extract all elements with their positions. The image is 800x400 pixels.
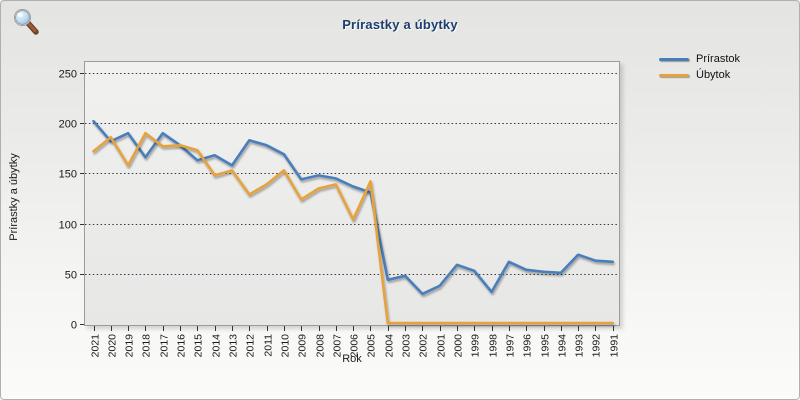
zoom-icon[interactable] bbox=[11, 7, 41, 37]
legend-swatch-prirastok bbox=[659, 57, 689, 61]
legend-item-ubytok: Úbytok bbox=[659, 67, 740, 83]
magnifier-icon-svg bbox=[14, 9, 39, 35]
ytick-label-50: 50 bbox=[65, 270, 77, 282]
legend-item-prirastok: Prírastok bbox=[659, 51, 740, 67]
ytick-label-250: 250 bbox=[59, 69, 77, 81]
chart-title: Prírastky a úbytky bbox=[342, 17, 458, 32]
ytick-label-200: 200 bbox=[59, 119, 77, 131]
legend-swatch-ubytok bbox=[659, 73, 689, 77]
y-axis-title: Prírastky a úbytky bbox=[8, 153, 20, 241]
legend: Prírastok Úbytok bbox=[659, 51, 740, 83]
x-axis-title: Rok bbox=[342, 353, 362, 365]
legend-label-prirastok: Prírastok bbox=[696, 53, 741, 65]
ytick-label-100: 100 bbox=[59, 220, 77, 232]
ytick-label-150: 150 bbox=[59, 169, 77, 181]
ytick-label-0: 0 bbox=[71, 320, 77, 332]
plot-area bbox=[84, 61, 620, 326]
legend-label-ubytok: Úbytok bbox=[696, 69, 731, 81]
